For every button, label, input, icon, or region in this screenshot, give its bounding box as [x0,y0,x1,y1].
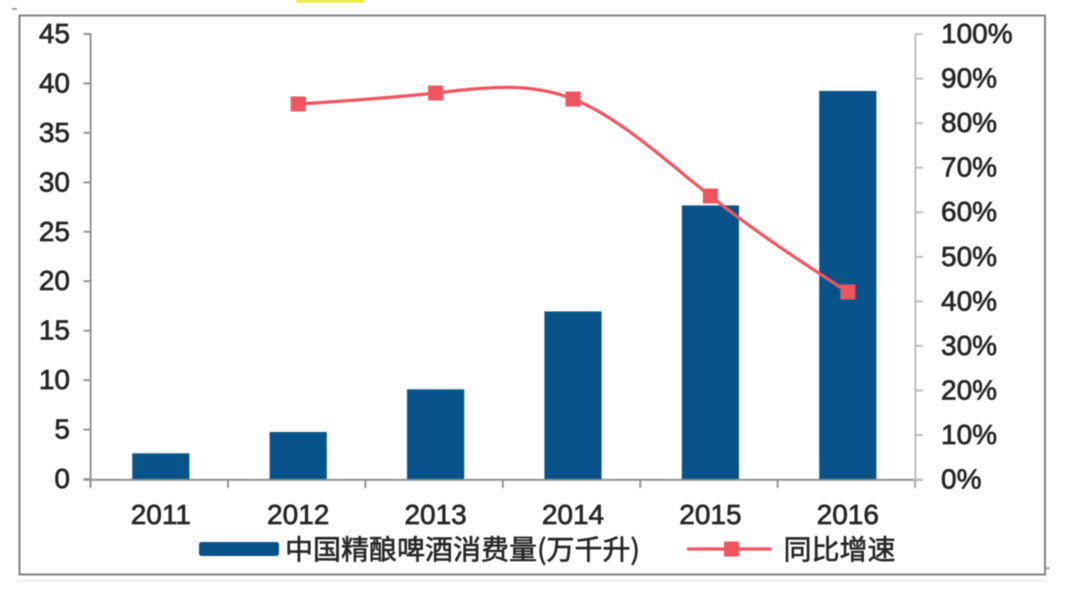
svg-text:2015: 2015 [679,499,741,530]
svg-text:100%: 100% [941,18,1013,49]
svg-text:45: 45 [39,18,70,49]
svg-text:60%: 60% [941,196,997,227]
svg-text:0%: 0% [941,464,981,495]
svg-text:70%: 70% [941,152,997,183]
svg-text:5: 5 [54,414,70,445]
svg-text:20%: 20% [941,375,997,406]
svg-text:80%: 80% [941,107,997,138]
svg-text:25: 25 [39,216,70,247]
svg-text:35: 35 [39,117,70,148]
svg-text:0: 0 [54,463,70,494]
svg-text:50%: 50% [941,241,997,272]
svg-text:30: 30 [39,166,70,197]
svg-text:40%: 40% [941,285,997,316]
svg-text:40: 40 [39,68,70,99]
svg-text:2014: 2014 [542,499,604,530]
svg-text:30%: 30% [941,330,997,361]
svg-text:10%: 10% [941,419,997,450]
svg-text:10: 10 [39,364,70,395]
svg-text:90%: 90% [941,63,997,94]
svg-text:20: 20 [39,265,70,296]
svg-text:2012: 2012 [267,499,329,530]
svg-text:2013: 2013 [404,499,466,530]
svg-text:2016: 2016 [817,499,879,530]
svg-text:15: 15 [39,315,70,346]
svg-text:2011: 2011 [131,499,191,530]
